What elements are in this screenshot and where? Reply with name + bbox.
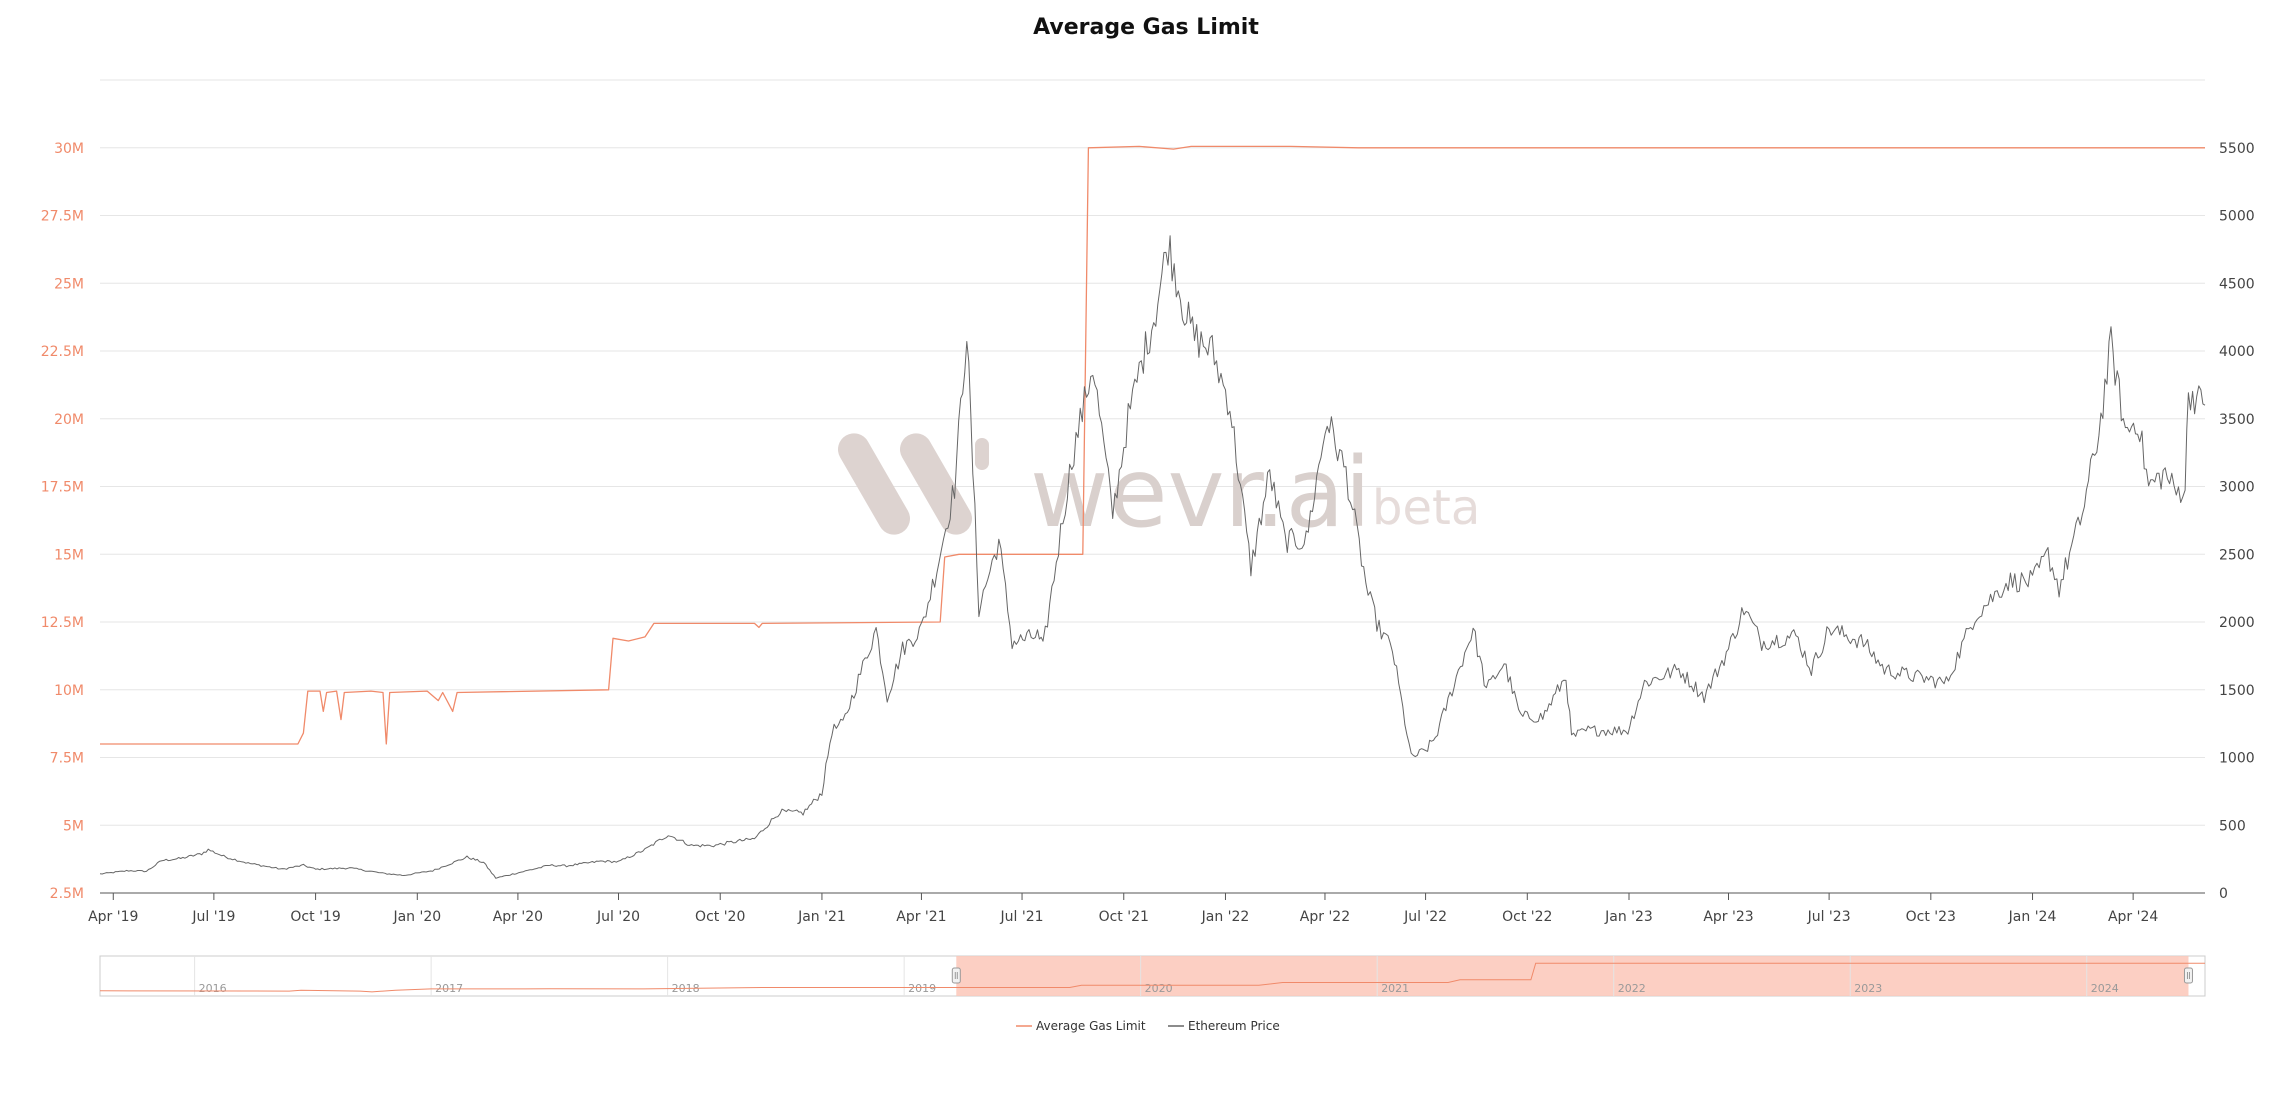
- y-right-tick-label: 1500: [2219, 683, 2255, 699]
- x-tick-label: Apr '22: [1300, 909, 1350, 925]
- x-axis: Apr '19 Jul '19 Oct '19 Jan '20 Apr '20 Jul '…: [88, 892, 2205, 925]
- x-tick-label: Jul '20: [596, 909, 640, 925]
- series-line-average-gas-limit: [100, 145, 2205, 745]
- legend-item[interactable]: Average Gas Limit: [1016, 1019, 1146, 1033]
- x-tick-label: Jul '21: [1000, 909, 1044, 925]
- y-right-tick-label: 3000: [2219, 480, 2255, 496]
- watermark-suffix: beta: [1372, 480, 1480, 536]
- x-tick-label: Jul '19: [191, 909, 235, 925]
- y-right-tick-label: 0: [2219, 886, 2228, 902]
- legend-label: Average Gas Limit: [1036, 1019, 1146, 1033]
- y-right-tick-label: 4000: [2219, 344, 2255, 360]
- navigator-series-line: [99, 962, 2205, 993]
- y-left-tick-label: 30M: [54, 141, 84, 157]
- x-tick-label: Oct '21: [1099, 909, 1149, 925]
- navigator-year-label: 2023: [1854, 982, 1882, 995]
- x-tick-label: Apr '24: [2108, 909, 2158, 925]
- x-tick-label: Jan '24: [2008, 909, 2057, 925]
- x-tick-label: Jan '20: [392, 909, 441, 925]
- navigator-year-label: 2021: [1381, 982, 1409, 995]
- y-right-tick-label: 2000: [2219, 615, 2255, 631]
- navigator-year-label: 2016: [199, 982, 227, 995]
- navigator-selected-range[interactable]: [956, 956, 2189, 996]
- series-layer: [99, 145, 2206, 879]
- y-left-tick-label: 5M: [63, 818, 84, 834]
- x-tick-label: Jul '23: [1807, 909, 1851, 925]
- y-left-tick-label: 20M: [54, 412, 84, 428]
- wevr-logo-icon: [838, 433, 989, 535]
- y-left-tick-label: 17.5M: [41, 480, 84, 496]
- y-left-tick-label: 10M: [54, 683, 84, 699]
- x-tick-label: Oct '23: [1906, 909, 1956, 925]
- x-tick-label: Oct '19: [290, 909, 340, 925]
- navigator-year-label: 2019: [908, 982, 936, 995]
- y-left-tick-label: 25M: [54, 276, 84, 292]
- y-right-tick-label: 500: [2219, 818, 2246, 834]
- x-tick-label: Apr '20: [493, 909, 543, 925]
- legend: Average Gas Limit Ethereum Price: [1016, 1019, 1280, 1033]
- x-tick-label: Jan '22: [1201, 909, 1250, 925]
- y-axis-right: 0 500 1000 1500 2000 2500 3000 3500 4000 4500 5000…: [2219, 141, 2255, 902]
- y-right-tick-label: 2500: [2219, 547, 2255, 563]
- y-right-tick-label: 5000: [2219, 209, 2255, 225]
- y-left-tick-label: 2.5M: [50, 886, 84, 902]
- navigator-handle-right[interactable]: [2183, 967, 2193, 984]
- y-right-tick-label: 4500: [2219, 276, 2255, 292]
- navigator-year-label: 2022: [1618, 982, 1646, 995]
- legend-item[interactable]: Ethereum Price: [1168, 1019, 1280, 1033]
- y-right-tick-label: 3500: [2219, 412, 2255, 428]
- navigator-year-label: 2024: [2091, 982, 2119, 995]
- y-left-tick-label: 22.5M: [41, 344, 84, 360]
- grid: [100, 79, 2205, 826]
- y-right-tick-label: 1000: [2219, 751, 2255, 767]
- x-tick-label: Oct '20: [695, 909, 745, 925]
- y-right-tick-label: 5500: [2219, 141, 2255, 157]
- y-left-tick-label: 7.5M: [50, 751, 84, 767]
- legend-label: Ethereum Price: [1188, 1019, 1280, 1033]
- range-navigator[interactable]: 2016 2017 2018 2019 2020 2021 2022 2023 2024: [99, 955, 2206, 997]
- watermark-brand: wevr.ai: [1030, 437, 1371, 549]
- series-line-ethereum-price: [99, 235, 2206, 879]
- x-tick-label: Jan '23: [1604, 909, 1653, 925]
- watermark: wevr.ai beta: [838, 433, 1480, 549]
- chart-title: Average Gas Limit: [1033, 15, 1259, 40]
- x-tick-label: Apr '23: [1703, 909, 1753, 925]
- x-tick-label: Apr '19: [88, 909, 138, 925]
- y-axis-left: 2.5M 5M 7.5M 10M 12.5M 15M 17.5M 20M 22.5M 25M 27.…: [41, 141, 84, 902]
- x-tick-label: Jul '22: [1403, 909, 1447, 925]
- navigator-handle-left[interactable]: [951, 967, 961, 984]
- x-tick-label: Jan '21: [797, 909, 846, 925]
- y-left-tick-label: 15M: [54, 547, 84, 563]
- y-left-tick-label: 12.5M: [41, 615, 84, 631]
- navigator-year-label: 2020: [1145, 982, 1173, 995]
- x-tick-label: Apr '21: [896, 909, 946, 925]
- x-tick-label: Oct '22: [1502, 909, 1552, 925]
- y-left-tick-label: 27.5M: [41, 209, 84, 225]
